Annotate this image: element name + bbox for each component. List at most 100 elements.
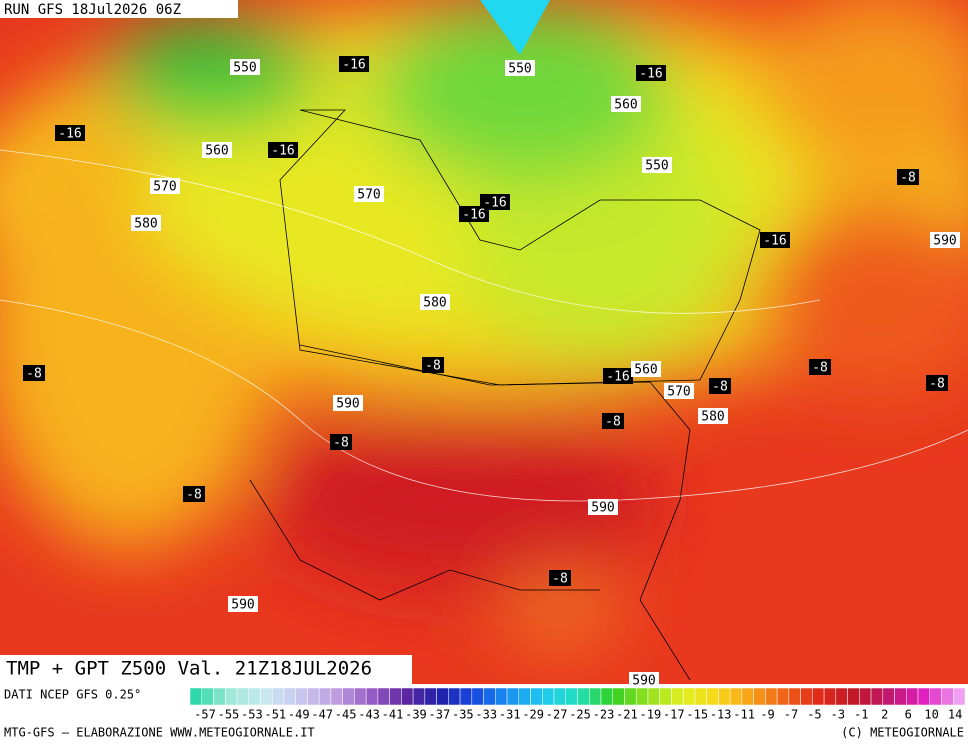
scale-box <box>483 687 496 706</box>
height-label: 570 <box>153 180 176 195</box>
scale-box <box>800 687 813 706</box>
scale-box <box>424 687 437 706</box>
contour-label-box <box>420 294 450 310</box>
copyright-label: (C) METEOGIORNALE <box>841 726 964 740</box>
contour-label-box <box>642 157 672 173</box>
temperature-label: -8 <box>425 359 441 374</box>
scale-label: -9 <box>760 708 774 722</box>
contour-label-box <box>183 486 205 502</box>
scale-label: -49 <box>288 708 310 722</box>
scale-label: -45 <box>335 708 357 722</box>
contour-label-box <box>202 142 232 158</box>
scale-label: -21 <box>616 708 638 722</box>
scale-box <box>354 687 367 706</box>
scale-label: -3 <box>831 708 845 722</box>
height-label: 580 <box>423 296 446 311</box>
scale-box <box>342 687 355 706</box>
scale-box <box>718 687 731 706</box>
scale-box <box>812 687 825 706</box>
scale-box <box>671 687 684 706</box>
scale-box <box>694 687 707 706</box>
temperature-label: -8 <box>929 377 945 392</box>
color-scale: -57 -55 -53 -51 -49 -47 -45 -43 -41 -39 -37 -35 -33-… <box>189 687 966 722</box>
temperature-label: -16 <box>462 208 485 223</box>
temperature-label: -8 <box>712 380 728 395</box>
header-box <box>0 0 238 18</box>
scale-box <box>412 687 426 706</box>
scale-label: -33 <box>475 708 497 722</box>
scale-box <box>765 687 778 706</box>
scale-label: -25 <box>569 708 591 722</box>
contour-label-box <box>930 232 960 248</box>
scale-label: -27 <box>546 708 568 722</box>
contour-label-box <box>459 206 489 222</box>
contour-label-box <box>760 232 790 248</box>
temperature-label: -16 <box>639 67 662 82</box>
scale-label: -37 <box>429 708 451 722</box>
scale-box <box>659 687 672 706</box>
scale-box <box>260 687 273 706</box>
scale-box <box>330 687 343 706</box>
scale-label: -43 <box>358 708 380 722</box>
scale-box <box>271 687 285 706</box>
contour-label-box <box>230 59 260 75</box>
scale-box <box>706 687 719 706</box>
contour-label-box <box>268 142 298 158</box>
scale-label: -11 <box>733 708 755 722</box>
contour-label-box <box>228 596 258 612</box>
scale-box <box>741 687 754 706</box>
height-label: 570 <box>357 188 380 203</box>
contour-label-box <box>339 56 369 72</box>
scale-box <box>389 687 402 706</box>
scale-box <box>635 687 649 706</box>
scale-label: -51 <box>264 708 286 722</box>
height-label: 550 <box>233 61 256 76</box>
temperature-label: -16 <box>763 234 786 249</box>
scale-box <box>929 687 942 706</box>
contour-label-box <box>664 383 694 399</box>
contour-label-box <box>549 570 571 586</box>
scale-box <box>236 687 249 706</box>
scale-label: -47 <box>311 708 333 722</box>
credit-label: MTG-GFS – ELABORAZIONE WWW.METEOGIORNALE… <box>4 726 315 740</box>
map-title: TMP + GPT Z500 Val. 21Z18JUL2026 <box>6 658 372 680</box>
scale-box <box>647 687 660 706</box>
height-label: 580 <box>701 410 724 425</box>
scale-box <box>495 687 508 706</box>
contour-label-box <box>629 672 659 688</box>
contour-label-box <box>897 169 919 185</box>
height-label: 560 <box>614 98 637 113</box>
scale-label: -1 <box>854 708 868 722</box>
contour-label-box <box>505 60 535 76</box>
scale-box <box>612 687 625 706</box>
contour-label-box <box>809 359 831 375</box>
scale-box <box>917 687 931 706</box>
contour-label-box <box>631 361 661 377</box>
scale-box <box>953 687 966 706</box>
scale-box <box>577 687 590 706</box>
temperature-label: -8 <box>900 171 916 186</box>
scale-box <box>859 687 872 706</box>
title-box <box>0 655 412 684</box>
scale-label: -39 <box>405 708 427 722</box>
contour-label-box <box>333 395 363 411</box>
contour-label-box <box>602 413 624 429</box>
scale-label: -35 <box>452 708 474 722</box>
scale-box <box>729 687 743 706</box>
scale-box <box>448 687 461 706</box>
scale-box <box>307 687 320 706</box>
scale-box <box>906 687 919 706</box>
contour-label-box <box>603 368 633 384</box>
scale-box <box>201 687 214 706</box>
scale-box <box>365 687 379 706</box>
scale-box <box>941 687 954 706</box>
temperature-label: -8 <box>333 436 349 451</box>
contour-label-box <box>330 434 352 450</box>
scale-box <box>189 687 202 706</box>
scale-box <box>882 687 895 706</box>
scale-label: -13 <box>710 708 732 722</box>
contour-label-box <box>23 365 45 381</box>
run-label: RUN GFS 18Jul2026 06Z <box>4 2 181 18</box>
